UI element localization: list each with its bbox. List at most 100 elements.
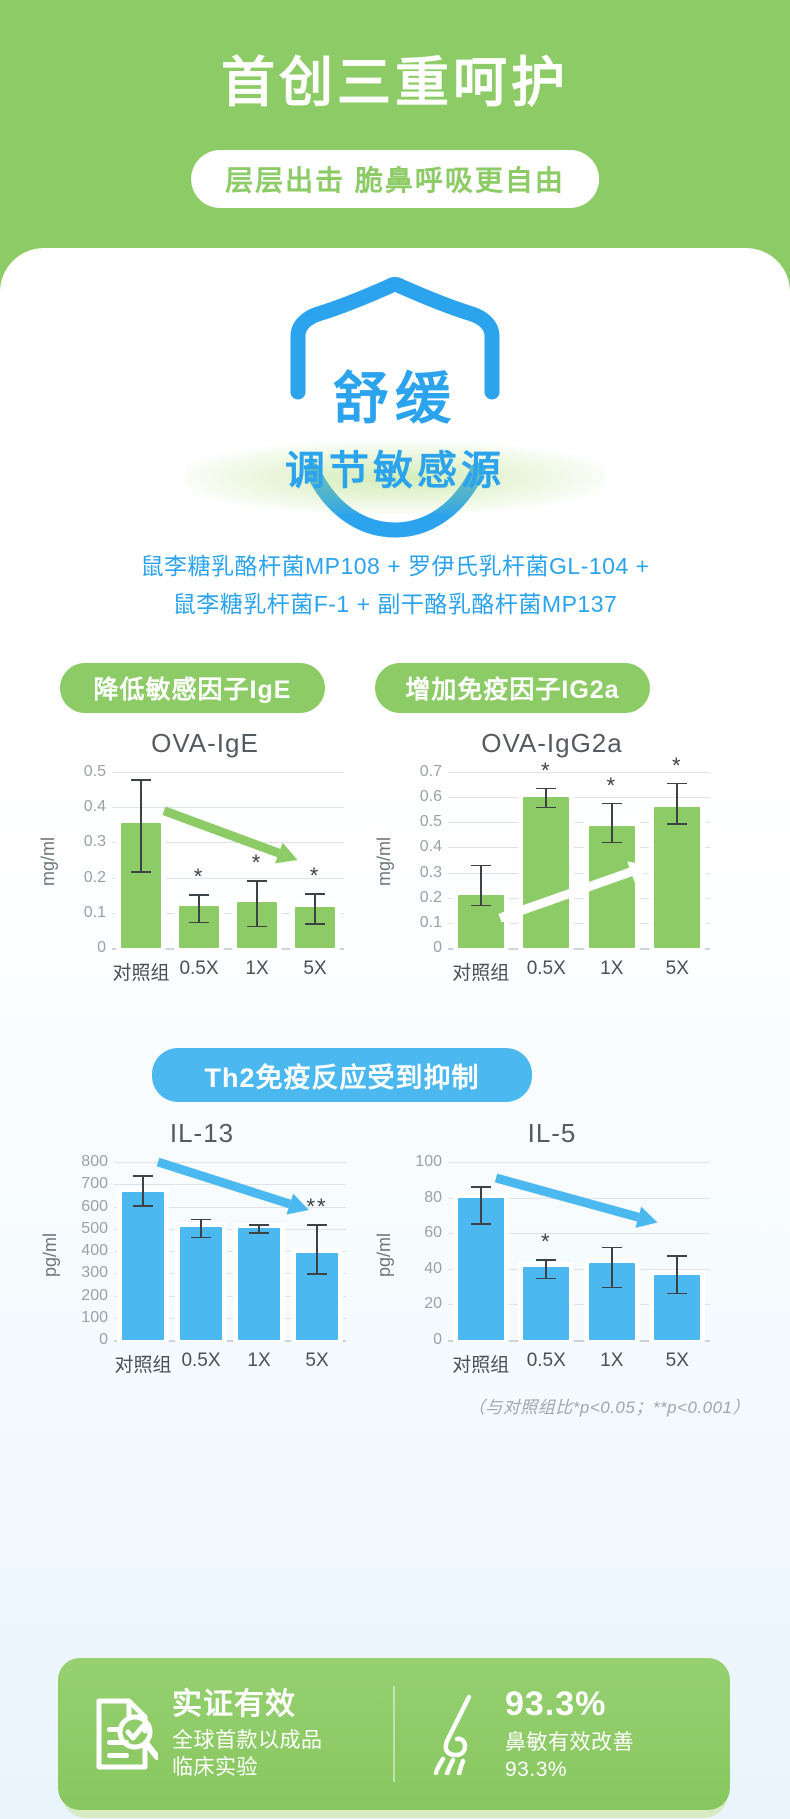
chart-il-5: IL-5 0 20 40 60 80 100 pg/ml 对照组 * 0.5X 1X 5X: [374, 1118, 726, 1393]
gridline: [114, 1295, 346, 1297]
error-bar: [258, 1224, 260, 1233]
error-bar: [545, 1259, 548, 1278]
gridline: [448, 797, 710, 799]
x-axis-tick: 对照组: [452, 963, 510, 984]
y-axis-tick: 0.2: [419, 888, 442, 906]
gridline: [448, 1233, 710, 1235]
error-bar: [142, 1175, 144, 1206]
gridline: [448, 1340, 710, 1342]
x-axis-tick: 0.5X: [181, 1350, 221, 1371]
banner-left-title: 实证有效: [172, 1687, 296, 1721]
error-bar-cap: [536, 806, 557, 809]
shield-glow: [185, 442, 605, 514]
section-pill-igg: 增加免疫因子IG2a: [375, 663, 650, 713]
error-bar-cap: [470, 864, 491, 867]
ingredient-line-1: 鼠李糖乳酪杆菌MP108 + 罗伊氏乳杆菌GL-104 +: [140, 553, 650, 579]
banner-right: 93.3% 鼻敏有效改善 93.3%: [395, 1658, 730, 1810]
gridline: [448, 922, 710, 924]
significance-marker: *: [309, 863, 321, 889]
x-axis-tick: 5X: [665, 1350, 689, 1371]
error-bar: [198, 894, 200, 922]
chart-il-13: IL-13 0 100 200 300 400 500 600 700 800 pg/ml 对照组 0.…: [40, 1118, 362, 1393]
error-bar: [314, 893, 316, 924]
gridline: [114, 1251, 346, 1252]
chart-title: OVA-IgG2a: [481, 728, 623, 758]
gridline: [112, 877, 344, 879]
banner-right-sub1: 鼻敏有效改善: [505, 1731, 634, 1755]
error-bar-cap: [133, 1205, 153, 1207]
error-bar-cap: [131, 871, 151, 873]
bar: [523, 797, 570, 948]
nose-icon: [433, 1694, 472, 1775]
error-bar: [140, 779, 142, 872]
error-bar-cap: [305, 893, 325, 896]
banner-left: 实证有效 全球首款以成品 临床实验: [58, 1658, 393, 1810]
y-axis-tick: 0.3: [83, 833, 106, 851]
significance-marker: *: [671, 752, 683, 778]
shield-main-text: 舒缓: [333, 367, 457, 430]
error-bar-cap: [667, 1255, 688, 1258]
error-bar-cap: [667, 782, 688, 785]
error-bar-cap: [601, 1286, 622, 1289]
error-bar-cap: [667, 823, 688, 825]
error-bar-cap: [307, 1224, 327, 1226]
bar: [588, 826, 635, 948]
error-bar-cap: [601, 1246, 622, 1249]
error-bar: [676, 782, 679, 824]
significance-marker: *: [606, 772, 618, 798]
content-card: 舒缓 调节敏感源 鼠李糖乳酪杆菌MP108 + 罗伊氏乳杆菌GL-104 + 鼠…: [0, 248, 790, 1819]
header-subtitle-pill: 层层出击 脆鼻呼吸更自由: [191, 150, 599, 208]
error-bar-cap: [307, 1273, 327, 1275]
significance-marker: *: [540, 757, 552, 783]
gridline: [448, 772, 710, 773]
bar: [180, 1226, 222, 1340]
y-axis-tick: 80: [424, 1188, 442, 1206]
gridline: [112, 948, 344, 950]
gridline: [114, 1340, 346, 1342]
x-axis-tick: 5X: [665, 958, 689, 979]
x-axis-tick: 5X: [303, 958, 327, 979]
bar: [654, 807, 701, 948]
y-axis-tick: 600: [81, 1197, 108, 1215]
error-bar: [610, 802, 613, 842]
gridline: [112, 807, 344, 809]
ingredient-list: 鼠李糖乳酪杆菌MP108 + 罗伊氏乳杆菌GL-104 + 鼠李糖乳杆菌F-1 …: [0, 548, 790, 624]
x-axis-tick: 5X: [305, 1350, 329, 1371]
error-bar-cap: [601, 802, 622, 805]
gridline: [448, 822, 710, 824]
error-bar-cap: [191, 1218, 211, 1221]
error-bar-cap: [305, 923, 325, 925]
banner-left-sub2: 临床实验: [172, 1756, 258, 1779]
significance-marker: *: [193, 864, 205, 890]
error-bar-cap: [667, 1292, 688, 1295]
bar: [238, 1228, 280, 1340]
error-bar: [479, 864, 482, 905]
y-axis-tick: 200: [81, 1286, 108, 1304]
error-bar-cap: [189, 921, 209, 924]
error-bar-cap: [249, 1224, 269, 1226]
x-axis-tick: 0.5X: [526, 958, 566, 979]
x-axis-tick: 1X: [247, 1350, 271, 1371]
gridline: [114, 1162, 346, 1163]
ingredient-line-2: 鼠李糖乳杆菌F-1 + 副干酪乳酪杆菌MP137: [172, 590, 618, 617]
gridline: [114, 1228, 346, 1230]
error-bar: [316, 1224, 318, 1274]
y-axis-tick: 0.5: [419, 813, 442, 831]
significance-marker: *: [251, 850, 263, 876]
y-axis-tick: 60: [424, 1224, 442, 1242]
section-pill-th2: Th2免疫反应受到抑制: [152, 1048, 532, 1102]
y-axis-tick: 400: [81, 1242, 108, 1259]
error-bar: [479, 1186, 482, 1224]
gridline: [448, 1268, 710, 1270]
page-title: 首创三重呵护: [221, 53, 569, 113]
bar: [122, 1192, 164, 1340]
gridline: [448, 948, 710, 950]
document-search-icon: [96, 1698, 158, 1770]
y-axis-tick: 0.4: [83, 798, 106, 816]
y-axis-tick: 700: [81, 1175, 108, 1193]
banner-divider: [393, 1686, 395, 1782]
y-axis-tick: 300: [81, 1264, 108, 1282]
error-bar-cap: [536, 1277, 557, 1280]
y-axis-tick: 0.1: [419, 913, 442, 931]
